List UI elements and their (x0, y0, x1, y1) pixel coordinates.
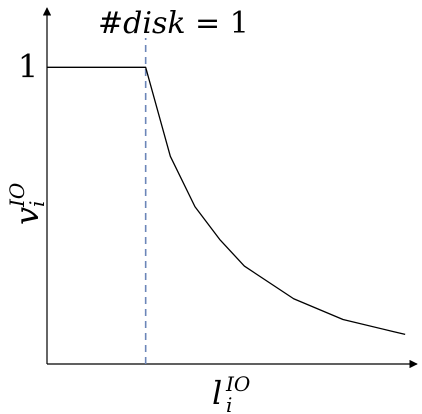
y-axis-label: v IO i (5, 183, 49, 225)
chart-title: #disk = 1 (98, 6, 249, 41)
y-axis-label-sup: IO (5, 183, 29, 208)
x-axis-label: l IO i (212, 372, 250, 414)
series-line-0 (47, 66, 406, 335)
x-axis-label-sup: IO (225, 372, 250, 396)
x-axis-label-base: l (212, 374, 222, 412)
y-tick-label: 1 (18, 47, 38, 85)
plot-area (47, 38, 406, 364)
x-axis-label-sub: i (226, 393, 232, 414)
y-axis-label-base: v (8, 207, 46, 225)
y-axis-label-sub: i (25, 201, 49, 207)
